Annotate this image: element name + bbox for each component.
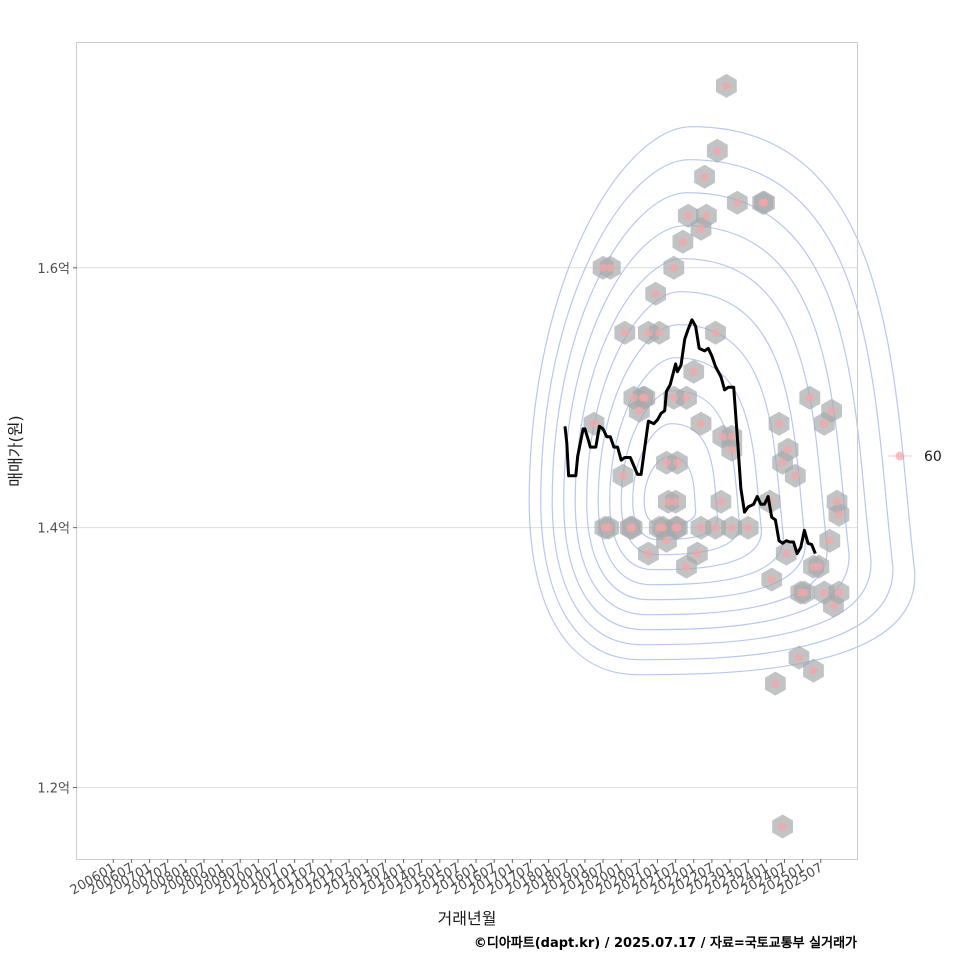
data-point xyxy=(718,432,727,441)
legend-key-point xyxy=(895,451,905,461)
trend-line-layer xyxy=(563,318,817,556)
data-point xyxy=(760,198,769,207)
data-point xyxy=(820,588,829,597)
data-point xyxy=(820,419,829,428)
data-point xyxy=(682,562,691,571)
data-point xyxy=(834,510,843,519)
data-point xyxy=(693,549,702,558)
data-point xyxy=(700,172,709,181)
caption: ©디아파트(dapt.kr) / 2025.07.17 / 자료=국토교통부 실… xyxy=(474,935,857,951)
data-point xyxy=(689,367,698,376)
data-point xyxy=(784,445,793,454)
data-point xyxy=(620,328,629,337)
scatter-points xyxy=(589,81,843,831)
data-point xyxy=(827,406,836,415)
data-point xyxy=(589,419,598,428)
data-point xyxy=(711,328,720,337)
y-axis-title: 매매가(원) xyxy=(6,415,25,486)
data-point xyxy=(664,497,673,506)
density-contour xyxy=(551,192,872,646)
data-point xyxy=(805,393,814,402)
data-point xyxy=(771,679,780,688)
data-point xyxy=(727,432,736,441)
data-point xyxy=(782,549,791,558)
data-point xyxy=(814,562,823,571)
data-point xyxy=(809,666,818,675)
trend-line xyxy=(563,318,817,556)
data-point xyxy=(778,458,787,467)
data-point xyxy=(791,471,800,480)
x-axis-title: 거래년월 xyxy=(438,909,497,928)
data-point xyxy=(619,471,627,480)
data-point xyxy=(697,419,705,428)
data-point xyxy=(671,497,680,506)
data-point xyxy=(834,588,843,597)
density-contour xyxy=(563,225,850,631)
data-point xyxy=(713,146,722,155)
data-point xyxy=(644,328,653,337)
data-point xyxy=(655,523,664,532)
data-point xyxy=(651,289,660,298)
data-point xyxy=(669,263,678,272)
data-point xyxy=(794,653,803,662)
density-contour xyxy=(528,126,916,676)
y-tick-label: 1.4억 xyxy=(37,522,70,537)
data-point xyxy=(697,523,705,532)
data-point xyxy=(702,211,711,220)
data-point xyxy=(635,406,644,415)
data-point xyxy=(767,575,776,584)
data-point xyxy=(673,458,682,467)
data-point xyxy=(800,588,809,597)
y-axis: 1.2억 1.4억 1.6억 xyxy=(37,262,77,797)
data-point xyxy=(604,523,613,532)
data-point xyxy=(722,81,731,90)
y-tick-label: 1.2억 xyxy=(37,782,70,797)
data-point xyxy=(655,328,664,337)
data-point xyxy=(673,523,682,532)
data-point xyxy=(697,224,705,233)
legend: 60 xyxy=(888,449,942,465)
y-tick-label: 1.6억 xyxy=(37,262,70,277)
data-point xyxy=(682,393,691,402)
legend-label: 60 xyxy=(924,449,942,465)
data-point xyxy=(711,523,720,532)
data-point xyxy=(833,497,842,506)
data-point xyxy=(744,523,753,532)
data-point xyxy=(775,419,783,428)
data-point xyxy=(644,549,653,558)
data-point xyxy=(606,263,615,272)
data-point xyxy=(825,536,834,545)
data-point xyxy=(662,458,671,467)
data-point xyxy=(716,497,725,506)
data-point xyxy=(727,445,736,454)
panel-border xyxy=(76,42,858,860)
data-point xyxy=(669,393,678,402)
density-contour xyxy=(574,258,828,616)
data-point xyxy=(829,601,838,610)
data-point xyxy=(662,536,671,545)
data-point xyxy=(638,393,647,402)
data-point xyxy=(678,237,687,246)
data-point xyxy=(727,523,736,532)
data-point xyxy=(629,393,638,402)
data-point xyxy=(733,198,742,207)
data-point xyxy=(684,211,693,220)
data-point xyxy=(628,523,637,532)
density-contour xyxy=(540,159,894,661)
data-point xyxy=(778,822,787,831)
data-point xyxy=(599,263,608,272)
